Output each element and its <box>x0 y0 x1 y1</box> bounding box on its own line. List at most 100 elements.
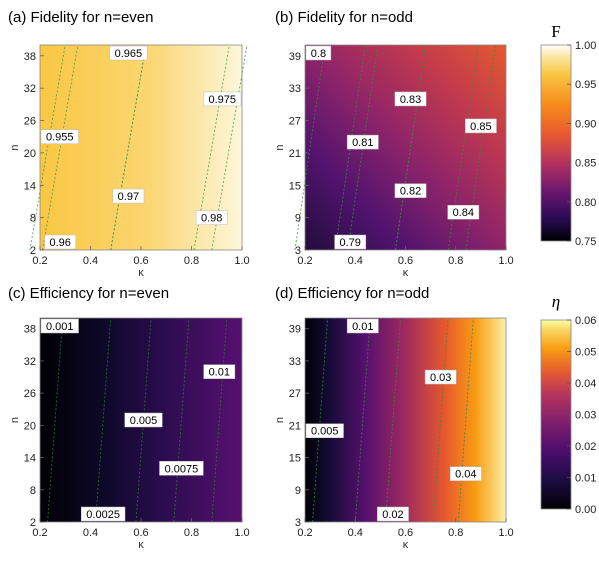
x-tick-label: 0.4 <box>348 255 363 267</box>
y-axis-label: n <box>9 144 21 150</box>
y-axis-label: n <box>274 144 286 150</box>
colorbar-tick-label: 0.02 <box>575 441 596 453</box>
svg-text:0.01: 0.01 <box>209 367 230 379</box>
heatmap-area <box>305 318 506 522</box>
y-tick-label: 38 <box>24 324 36 336</box>
x-axis-label: κ <box>138 539 144 551</box>
colorbar-fidelity: F 1.00 0.95 0.90 0.85 0.80 0.75 <box>541 22 596 248</box>
svg-text:0.005: 0.005 <box>130 415 158 427</box>
y-tick-label: 27 <box>289 388 301 400</box>
panel-d: (d) Efficiency for n=odd 0.2 0.4 0.6 0.8 1.0 3… <box>274 285 514 551</box>
y-tick-label: 9 <box>295 485 301 497</box>
colorbar-tick-label: 0.95 <box>575 79 596 91</box>
svg-text:0.97: 0.97 <box>118 191 139 203</box>
y-tick-label: 33 <box>289 356 301 368</box>
colorbar-tick-label: 0.75 <box>575 236 596 248</box>
x-tick-label: 0.4 <box>83 255 98 267</box>
contour-label: 0.81 <box>347 135 378 149</box>
panel-title: (a) Fidelity for n=even <box>8 9 153 26</box>
y-tick-label: 8 <box>30 213 36 225</box>
svg-text:0.0025: 0.0025 <box>86 509 120 521</box>
x-tick-label: 0.4 <box>83 527 98 539</box>
x-axis-label: κ <box>138 267 144 279</box>
y-tick-label: 20 <box>24 420 36 432</box>
colorbar-gradient <box>541 45 571 241</box>
colorbar-gradient <box>541 320 571 509</box>
y-tick-label: 2 <box>30 245 36 257</box>
y-tick-label: 8 <box>30 485 36 497</box>
contour-label: 0.84 <box>448 205 479 219</box>
svg-text:0.955: 0.955 <box>46 132 74 144</box>
y-tick-label: 21 <box>289 148 301 160</box>
panel-title: (d) Efficiency for n=odd <box>275 285 429 302</box>
svg-text:0.965: 0.965 <box>115 48 143 60</box>
x-tick-label: 0.6 <box>133 527 148 539</box>
y-tick-label: 21 <box>289 420 301 432</box>
panel-b: (b) Fidelity for n=odd0.2 0.4 0.6 0.8 1.0391… <box>274 9 514 279</box>
colorbar-tick-label: 1.00 <box>575 40 596 52</box>
colorbar-tick-label: 0.04 <box>575 378 596 390</box>
colorbar-tick-label: 0.05 <box>575 347 596 359</box>
contour-label: 0.79 <box>335 235 366 249</box>
y-tick-label: 14 <box>24 180 36 192</box>
panel-title: (c) Efficiency for n=even <box>8 285 169 302</box>
svg-text:0.79: 0.79 <box>340 237 361 249</box>
contour-label: 0.8 <box>306 46 331 60</box>
contour-label: 0.02 <box>377 507 408 521</box>
x-tick-label: 0.8 <box>184 527 199 539</box>
svg-text:0.82: 0.82 <box>400 186 421 198</box>
y-tick-label: 39 <box>289 324 301 336</box>
colorbar-tick-label: 0.06 <box>575 315 596 327</box>
svg-text:0.84: 0.84 <box>453 207 474 219</box>
svg-text:0.83: 0.83 <box>400 94 421 106</box>
contour-label: 0.01 <box>204 365 235 379</box>
contour-label: 0.0025 <box>81 507 125 521</box>
colorbar-title: η <box>552 292 560 311</box>
x-axis-label: κ <box>403 267 409 279</box>
svg-text:0.96: 0.96 <box>49 237 70 249</box>
colorbar-efficiency: η 0.06 0.05 0.04 0.03 0.02 0.01 0.00 <box>541 292 596 516</box>
y-tick-label: 3 <box>295 245 301 257</box>
svg-text:0.001: 0.001 <box>46 321 74 333</box>
x-tick-label: 0.8 <box>184 255 199 267</box>
colorbar-tick-label: 0.80 <box>575 197 596 209</box>
svg-text:0.8: 0.8 <box>311 48 326 60</box>
x-axis-label: κ <box>403 539 409 551</box>
x-tick-label: 0.8 <box>448 527 463 539</box>
contour-label: 0.82 <box>395 184 426 198</box>
svg-text:0.85: 0.85 <box>470 121 491 133</box>
y-tick-label: 20 <box>24 148 36 160</box>
panel-c: (c) Efficiency for n=even 0.2 0.4 0.6 0.8 1.0… <box>8 285 250 551</box>
colorbar-tick-label: 0.03 <box>575 410 596 422</box>
colorbars: F 1.00 0.95 0.90 0.85 0.80 0.75 η 0.06 0.05 0.04 0.… <box>541 22 596 516</box>
svg-text:0.81: 0.81 <box>352 137 373 149</box>
y-tick-label: 33 <box>289 83 301 95</box>
y-tick-label: 2 <box>30 517 36 529</box>
colorbar-tick-label: 0.90 <box>575 118 596 130</box>
y-tick-label: 38 <box>24 51 36 63</box>
contour-label: 0.005 <box>125 413 162 427</box>
panel-a: (a) Fidelity for n=even 0.2 0.4 0.6 0.8 1.0 2 8… <box>8 9 250 279</box>
colorbar-tick-label: 0.00 <box>575 504 596 516</box>
x-tick-label: 1.0 <box>498 527 513 539</box>
y-tick-label: 39 <box>289 51 301 63</box>
y-tick-label: 32 <box>24 83 36 95</box>
y-tick-label: 15 <box>289 453 301 465</box>
colorbar-tick-label: 0.85 <box>575 158 596 170</box>
contour-label: 0.03 <box>425 370 456 384</box>
x-tick-label: 0.6 <box>398 255 413 267</box>
y-tick-label: 26 <box>24 388 36 400</box>
x-tick-label: 0.6 <box>133 255 148 267</box>
contour-label: 0.0075 <box>160 461 204 475</box>
y-tick-label: 27 <box>289 116 301 128</box>
x-tick-label: 1.0 <box>498 255 513 267</box>
y-axis-label: n <box>9 417 21 423</box>
x-tick-label: 1.0 <box>234 255 249 267</box>
panels: (a) Fidelity for n=even 0.2 0.4 0.6 0.8 1.0 2 8… <box>8 9 514 551</box>
svg-text:0.03: 0.03 <box>430 372 451 384</box>
contour-label: 0.97 <box>113 189 144 203</box>
svg-text:0.005: 0.005 <box>311 426 339 438</box>
contour-label: 0.98 <box>196 211 227 225</box>
contour-label: 0.975 <box>204 92 242 106</box>
